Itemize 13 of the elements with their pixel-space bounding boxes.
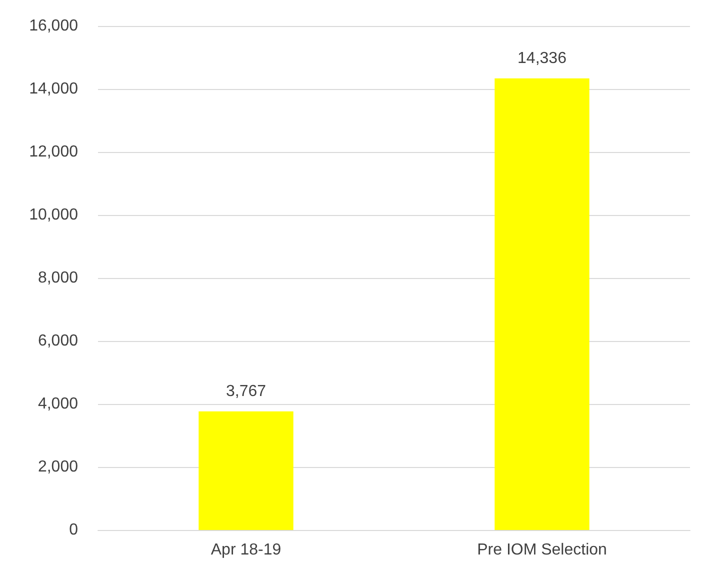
y-tick-label: 16,000 (29, 18, 78, 34)
data-label: 14,336 (518, 50, 567, 67)
x-tick-label: Apr 18-19 (210, 542, 282, 558)
x-tick-label: Pre IOM Selection (477, 542, 607, 558)
y-tick-label: 10,000 (29, 206, 78, 224)
y-tick-label: 6,000 (38, 332, 78, 350)
data-label: 3,767 (226, 382, 266, 400)
y-tick-label: 14,000 (29, 80, 78, 98)
y-tick-label: 4,000 (38, 396, 78, 412)
y-tick-label: 0 (69, 522, 78, 538)
y-tick-label: 12,000 (29, 144, 78, 160)
y-tick-label: 8,000 (38, 270, 78, 286)
y-tick-label: 2,000 (38, 458, 78, 476)
